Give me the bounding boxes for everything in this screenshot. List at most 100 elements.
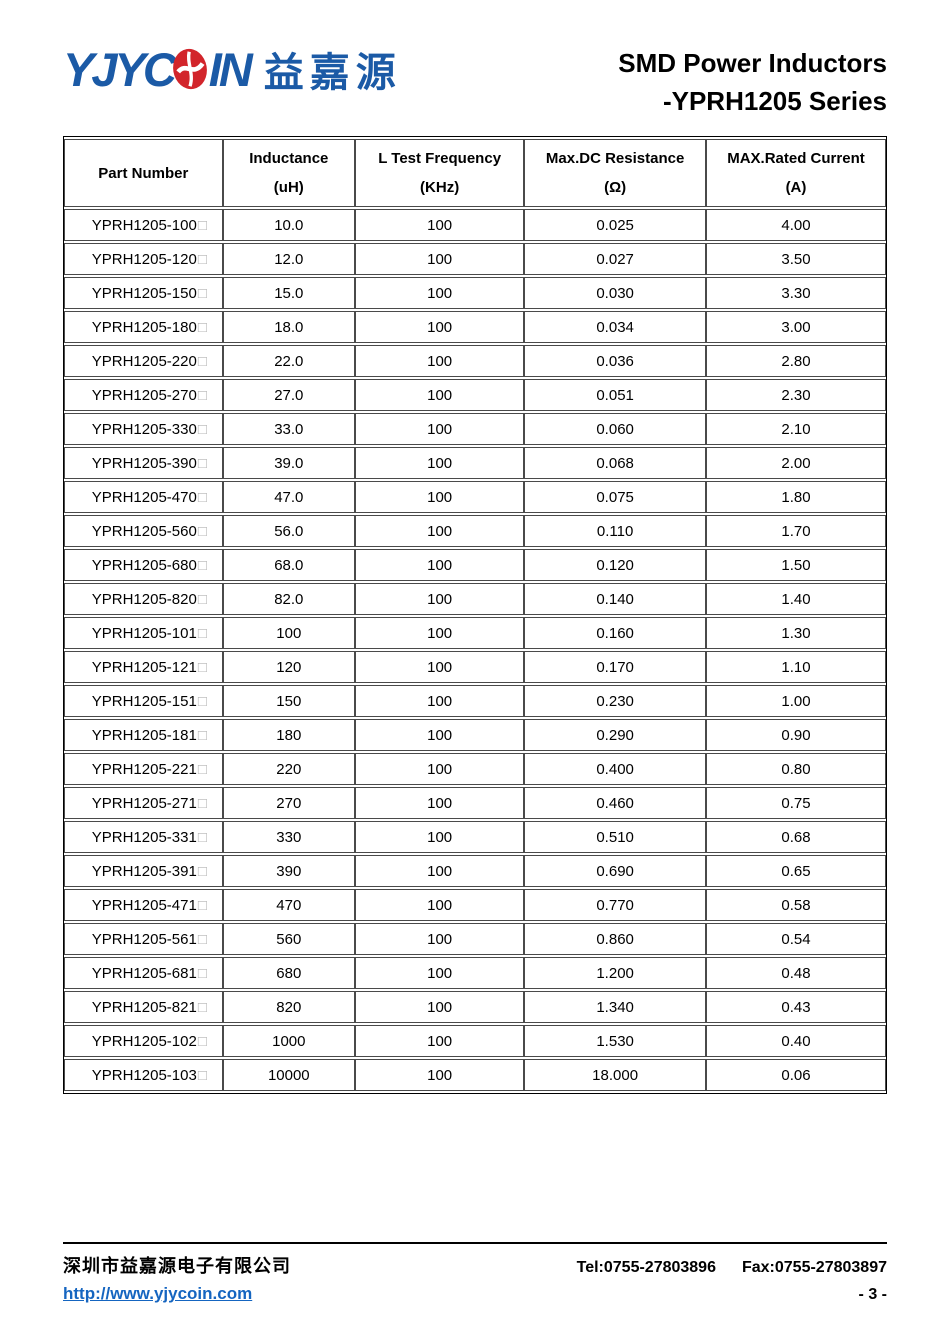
value-cell: 1.30 — [705, 617, 886, 649]
footer-divider — [63, 1242, 887, 1244]
value-cell: 0.036 — [524, 345, 706, 377]
col-unit: (uH) — [273, 179, 304, 196]
package-code-placeholder: □ — [197, 590, 207, 608]
value-cell: 150 — [222, 685, 355, 717]
value-cell: 820 — [222, 991, 355, 1023]
part-number-cell: YPRH1205-121□ — [64, 651, 223, 683]
package-code-placeholder: □ — [197, 386, 207, 404]
value-cell: 1.50 — [705, 549, 886, 581]
table-row: YPRH1205-560□ 56.0 100 0.110 1.70 — [64, 515, 886, 547]
package-code-placeholder: □ — [197, 998, 207, 1016]
page-number: - 3 - — [858, 1286, 887, 1303]
value-cell: 100 — [222, 617, 355, 649]
value-cell: 39.0 — [222, 447, 355, 479]
part-number-cell: YPRH1205-560□ — [64, 515, 223, 547]
table-row: YPRH1205-331□ 330 100 0.510 0.68 — [64, 821, 886, 853]
value-cell: 1.40 — [705, 583, 886, 615]
value-cell: 470 — [222, 889, 355, 921]
table-row: YPRH1205-220□ 22.0 100 0.036 2.80 — [64, 345, 886, 377]
package-code-placeholder: □ — [197, 420, 207, 438]
package-code-placeholder: □ — [197, 352, 207, 370]
table-row: YPRH1205-821□ 820 100 1.340 0.43 — [64, 991, 886, 1023]
part-number-cell: YPRH1205-102□ — [64, 1025, 223, 1057]
package-code-placeholder: □ — [197, 760, 207, 778]
table-row: YPRH1205-101□ 100 100 0.160 1.30 — [64, 617, 886, 649]
value-cell: 0.80 — [705, 753, 886, 785]
logo-text-right: IN — [208, 42, 253, 96]
value-cell: 0.060 — [524, 413, 706, 445]
value-cell: 220 — [222, 753, 355, 785]
package-code-placeholder: □ — [197, 658, 207, 676]
col-label: Inductance — [249, 150, 329, 167]
value-cell: 10000 — [222, 1059, 355, 1091]
title-line1: SMD Power Inductors — [618, 48, 887, 78]
value-cell: 100 — [354, 1059, 525, 1091]
company-name: 深圳市益嘉源电子有限公司 — [63, 1256, 291, 1276]
value-cell: 100 — [354, 413, 525, 445]
value-cell: 22.0 — [222, 345, 355, 377]
table-row: YPRH1205-181□ 180 100 0.290 0.90 — [64, 719, 886, 751]
value-cell: 18.0 — [222, 311, 355, 343]
package-code-placeholder: □ — [197, 522, 207, 540]
value-cell: 100 — [354, 651, 525, 683]
col-label: L Test Frequency — [378, 150, 502, 167]
part-number-cell: YPRH1205-151□ — [64, 685, 223, 717]
part-number-cell: YPRH1205-470□ — [64, 481, 223, 513]
value-cell: 0.110 — [524, 515, 706, 547]
col-unit: (Ω) — [604, 179, 627, 196]
package-code-placeholder: □ — [197, 726, 207, 744]
value-cell: 0.025 — [524, 209, 706, 241]
value-cell: 100 — [354, 243, 525, 275]
table-row: YPRH1205-221□ 220 100 0.400 0.80 — [64, 753, 886, 785]
value-cell: 68.0 — [222, 549, 355, 581]
value-cell: 0.06 — [705, 1059, 886, 1091]
package-code-placeholder: □ — [197, 318, 207, 336]
value-cell: 100 — [354, 345, 525, 377]
part-number-cell: YPRH1205-221□ — [64, 753, 223, 785]
value-cell: 100 — [354, 719, 525, 751]
col-unit: (KHz) — [420, 179, 460, 196]
package-code-placeholder: □ — [197, 1066, 207, 1084]
value-cell: 15.0 — [222, 277, 355, 309]
value-cell: 100 — [354, 991, 525, 1023]
value-cell: 100 — [354, 515, 525, 547]
value-cell: 0.68 — [705, 821, 886, 853]
company-logo: YJYC IN 益嘉源 — [63, 32, 402, 98]
table-row: YPRH1205-270□ 27.0 100 0.051 2.30 — [64, 379, 886, 411]
part-number-cell: YPRH1205-331□ — [64, 821, 223, 853]
table-row: YPRH1205-102□ 1000 100 1.530 0.40 — [64, 1025, 886, 1057]
value-cell: 0.54 — [705, 923, 886, 955]
value-cell: 100 — [354, 821, 525, 853]
package-code-placeholder: □ — [197, 1032, 207, 1050]
website-link[interactable]: http://www.yjycoin.com — [63, 1284, 253, 1303]
value-cell: 100 — [354, 209, 525, 241]
col-header-inductance: Inductance (uH) — [222, 139, 355, 207]
table-row: YPRH1205-680□ 68.0 100 0.120 1.50 — [64, 549, 886, 581]
value-cell: 100 — [354, 685, 525, 717]
part-number-cell: YPRH1205-181□ — [64, 719, 223, 751]
value-cell: 0.43 — [705, 991, 886, 1023]
value-cell: 0.40 — [705, 1025, 886, 1057]
part-number-cell: YPRH1205-390□ — [64, 447, 223, 479]
value-cell: 18.000 — [524, 1059, 706, 1091]
value-cell: 0.030 — [524, 277, 706, 309]
package-code-placeholder: □ — [197, 930, 207, 948]
package-code-placeholder: □ — [197, 692, 207, 710]
value-cell: 100 — [354, 277, 525, 309]
value-cell: 0.860 — [524, 923, 706, 955]
part-number-cell: YPRH1205-821□ — [64, 991, 223, 1023]
package-code-placeholder: □ — [197, 284, 207, 302]
part-number-cell: YPRH1205-150□ — [64, 277, 223, 309]
table-row: YPRH1205-121□ 120 100 0.170 1.10 — [64, 651, 886, 683]
value-cell: 0.068 — [524, 447, 706, 479]
table-row: YPRH1205-180□ 18.0 100 0.034 3.00 — [64, 311, 886, 343]
value-cell: 82.0 — [222, 583, 355, 615]
value-cell: 0.58 — [705, 889, 886, 921]
col-unit: (A) — [785, 179, 807, 196]
value-cell: 4.00 — [705, 209, 886, 241]
value-cell: 1.530 — [524, 1025, 706, 1057]
value-cell: 0.290 — [524, 719, 706, 751]
value-cell: 100 — [354, 923, 525, 955]
value-cell: 10.0 — [222, 209, 355, 241]
